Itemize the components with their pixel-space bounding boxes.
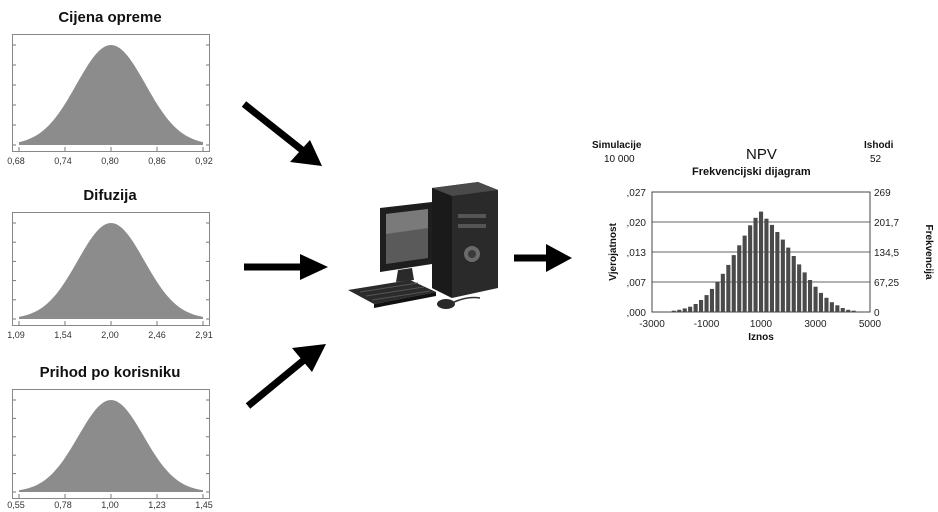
x-axis-tick-label: 1000 [750,319,773,330]
arrow-up-right-icon [245,344,326,409]
outcomes-value: 52 [870,154,882,165]
histogram-bar [753,217,758,312]
histogram-bar [786,247,791,312]
histogram-bar [835,305,840,312]
x-tick: 1,54 [54,330,72,340]
distribution-svg [13,399,209,498]
histogram-bar [748,225,753,312]
histogram-bar [802,272,807,312]
right-axis-tick-label: 134,5 [874,248,899,259]
simulations-header: Simulacije [592,140,642,151]
histogram-bar [715,281,720,312]
x-axis-tick-label: 3000 [804,319,827,330]
histogram-bar [769,224,774,312]
right-axis-tick-label: 201,7 [874,218,899,229]
arrow-right-icon [514,244,572,272]
distribution-area [19,400,203,492]
arrow-down-right-icon [241,101,322,166]
left-axis-tick-label: ,020 [627,218,647,229]
x-tick: 1,09 [7,330,25,340]
x-tick: 0,74 [54,156,72,166]
input-title: Cijena opreme [58,9,162,26]
x-tick: 2,91 [195,330,213,340]
x-axis-tick-label: -1000 [694,319,720,330]
histogram-bar [731,255,736,312]
histogram-bar [813,286,818,312]
histogram-bar [720,273,725,312]
histogram-bar [797,264,802,312]
distribution-chart [12,34,210,152]
computer-icon [348,182,498,309]
x-axis-tick-label: -3000 [639,319,665,330]
x-tick: 2,46 [148,330,166,340]
distribution-svg [13,222,209,325]
histogram-bar [677,309,682,312]
right-axis-tick-label: 67,25 [874,278,899,289]
chart-title: NPV [746,146,777,163]
distribution-area [19,45,203,145]
x-tick: 0,78 [54,500,72,510]
histogram-bar [737,245,742,312]
histogram-bar [846,309,851,312]
histogram-bar [742,235,747,312]
distribution-chart [12,212,210,326]
right-axis-tick-label: 0 [874,308,880,319]
x-tick: 0,92 [195,156,213,166]
simulations-value: 10 000 [604,154,635,165]
histogram-bar [726,264,731,312]
input-title: Difuzija [83,187,137,204]
x-tick: 1,00 [101,500,119,510]
histogram-bar [704,295,709,312]
histogram-bar [671,310,676,312]
right-axis-tick-label: 269 [874,188,891,199]
histogram-bar [775,232,780,312]
x-tick: 0,55 [7,500,25,510]
histogram-bar [688,306,693,312]
x-tick: 0,80 [101,156,119,166]
histogram-bar [840,308,845,312]
x-axis-label: Iznos [748,332,774,343]
npv-frequency-chart: ,027 ,020 ,013 ,007 ,000 269 201,7 134,5 67,25 0 -… [608,188,934,343]
left-axis-tick-label: ,000 [627,308,647,319]
x-tick: 0,86 [148,156,166,166]
chart-subtitle: Frekvencijski dijagram [692,166,811,178]
histogram-bar [818,292,823,312]
histogram-bar [764,218,769,312]
histogram-bar [851,310,856,312]
left-y-axis-label: Vjerojatnost [608,222,619,280]
x-axis-tick-label: 5000 [859,319,882,330]
histogram-bar [808,280,813,312]
histogram-bar [682,308,687,312]
histogram-bar [780,239,785,312]
input-title: Prihod po korisniku [39,364,181,381]
x-tick: 1,23 [148,500,166,510]
arrow-right-icon [244,254,328,280]
x-tick: 0,68 [7,156,25,166]
histogram-bar [791,256,796,312]
histogram-bar [824,297,829,312]
left-axis-tick-label: ,007 [627,278,647,289]
x-tick: 2,00 [101,330,119,340]
distribution-svg [13,44,209,151]
distribution-area [19,223,203,319]
distribution-chart [12,389,210,499]
histogram-bar [693,304,698,312]
x-tick: 1,45 [195,500,213,510]
histogram-bar [699,300,704,312]
left-axis-tick-label: ,013 [627,248,647,259]
histogram-bar [759,211,764,312]
right-y-axis-label: Frekvencija [923,224,934,279]
left-axis-tick-label: ,027 [627,188,647,199]
outcomes-header: Ishodi [864,140,894,151]
histogram-bar [709,288,714,312]
histogram-bar [829,302,834,312]
